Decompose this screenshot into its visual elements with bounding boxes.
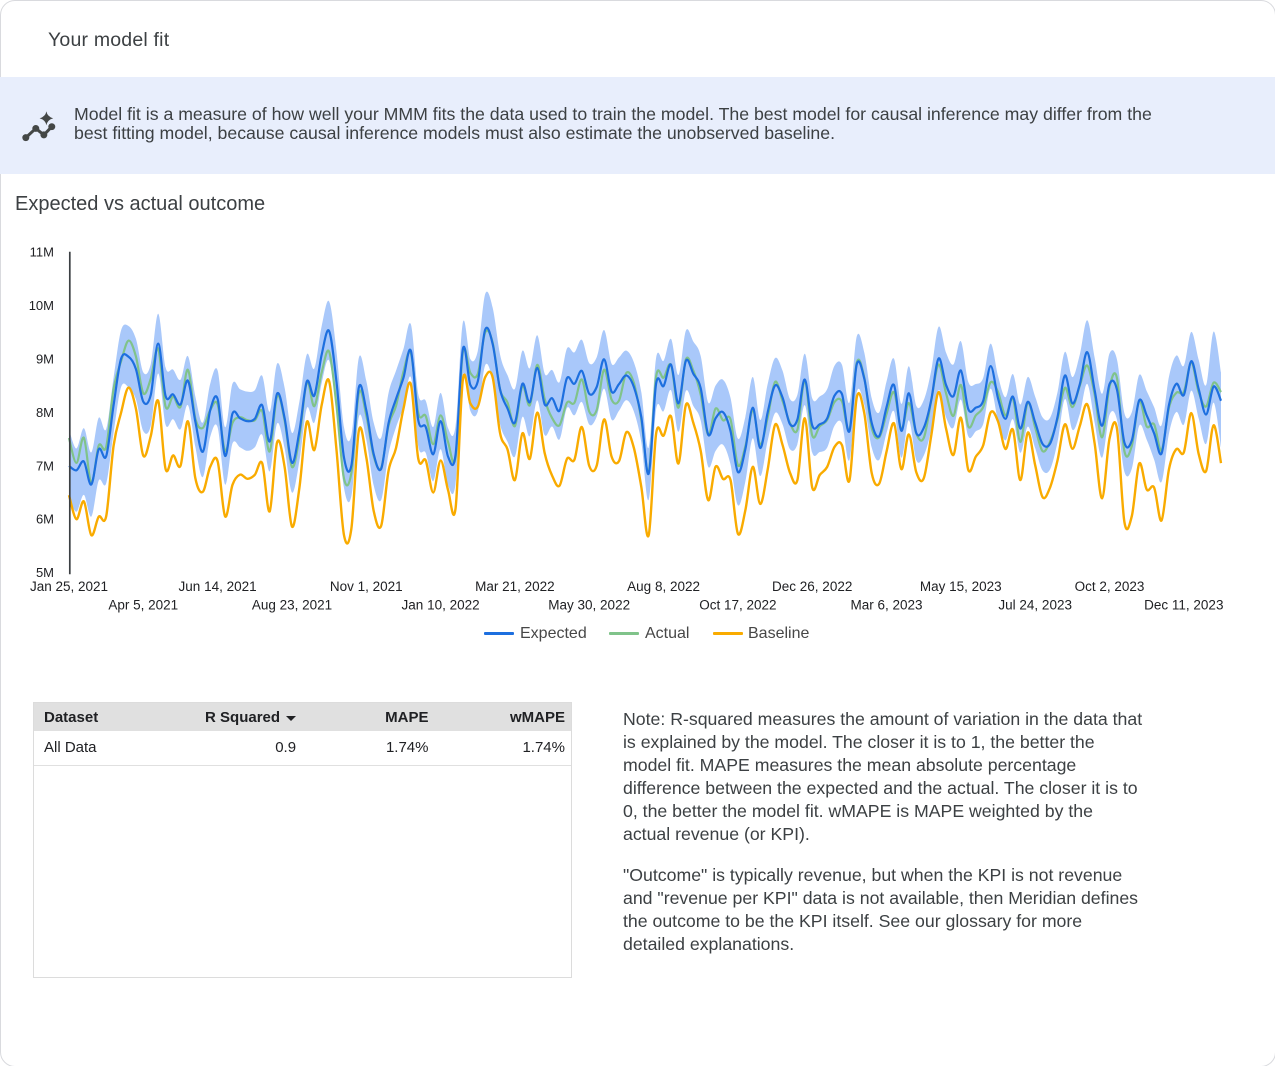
svg-text:Oct 2, 2023: Oct 2, 2023: [1075, 579, 1145, 594]
svg-text:May 30, 2022: May 30, 2022: [548, 598, 630, 613]
svg-text:Dec 26, 2022: Dec 26, 2022: [772, 579, 852, 594]
svg-text:Oct 17, 2022: Oct 17, 2022: [699, 598, 776, 613]
svg-text:May 15, 2023: May 15, 2023: [920, 579, 1002, 594]
svg-text:6M: 6M: [36, 512, 54, 527]
svg-text:Jan 10, 2022: Jan 10, 2022: [402, 598, 480, 613]
svg-text:11M: 11M: [30, 245, 54, 260]
svg-text:Jan 25, 2021: Jan 25, 2021: [30, 579, 108, 594]
svg-text:10M: 10M: [29, 298, 54, 313]
svg-text:Aug 8, 2022: Aug 8, 2022: [627, 579, 700, 594]
svg-text:7M: 7M: [36, 458, 54, 473]
svg-text:Jul 24, 2023: Jul 24, 2023: [998, 598, 1072, 613]
svg-text:Mar 6, 2023: Mar 6, 2023: [850, 598, 922, 613]
svg-text:Jun 14, 2021: Jun 14, 2021: [179, 579, 257, 594]
svg-text:5M: 5M: [36, 565, 54, 580]
svg-text:Dec 11, 2023: Dec 11, 2023: [1144, 598, 1223, 613]
svg-text:Nov 1, 2021: Nov 1, 2021: [330, 579, 403, 594]
svg-text:Aug 23, 2021: Aug 23, 2021: [252, 598, 332, 613]
svg-text:8M: 8M: [36, 405, 54, 420]
svg-text:Mar 21, 2022: Mar 21, 2022: [475, 579, 555, 594]
svg-text:9M: 9M: [36, 352, 54, 367]
svg-text:Apr 5, 2021: Apr 5, 2021: [108, 598, 178, 613]
